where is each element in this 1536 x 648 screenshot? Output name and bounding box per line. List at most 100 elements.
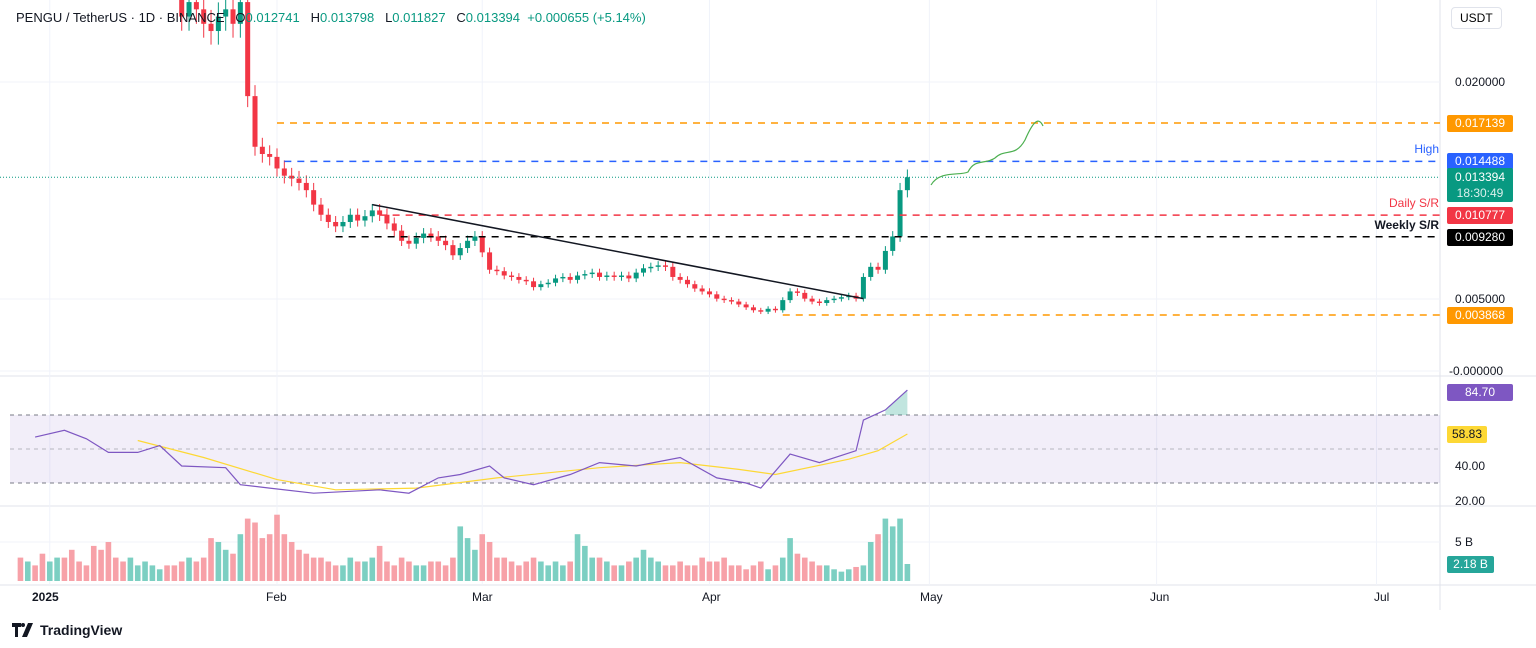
candle-body xyxy=(545,282,551,285)
volume-bar xyxy=(303,553,310,581)
candle xyxy=(699,285,705,295)
volume-bar xyxy=(222,549,229,581)
level-label-daily-sr: Daily S/R xyxy=(1388,196,1439,211)
volume-bar xyxy=(670,565,676,581)
price-tick: 0.020000 xyxy=(1455,75,1506,89)
candle-body xyxy=(597,272,603,277)
candle-body xyxy=(303,182,309,191)
candle xyxy=(281,160,287,184)
candle xyxy=(633,268,639,283)
candle xyxy=(575,271,581,284)
volume-bar xyxy=(347,557,354,581)
volume-bar xyxy=(340,565,346,581)
volume-bar xyxy=(618,565,625,581)
candle-body xyxy=(758,310,764,312)
candle xyxy=(560,273,566,283)
volume-bar xyxy=(706,561,713,581)
tradingview-logo-icon xyxy=(12,623,33,637)
volume-bar xyxy=(362,561,368,581)
volume-bar xyxy=(530,557,537,581)
candle-body xyxy=(824,300,830,304)
candle xyxy=(794,288,800,297)
candle xyxy=(868,262,874,281)
level-badge-daily-sr: 0.010777 xyxy=(1447,207,1513,225)
candle xyxy=(487,247,493,274)
candle xyxy=(626,271,632,283)
projection-path xyxy=(930,120,1044,186)
volume-bar xyxy=(252,522,258,581)
volume-bar xyxy=(640,549,647,581)
candle-body xyxy=(802,292,808,299)
candle-body xyxy=(413,237,419,244)
candle xyxy=(347,208,353,228)
volume-badge: 2.18 B xyxy=(1447,556,1494,573)
date-tick: 2025 xyxy=(32,590,59,604)
candle xyxy=(875,262,881,274)
tradingview-logo[interactable]: TradingView xyxy=(12,622,122,638)
candle-body xyxy=(538,284,544,288)
candle xyxy=(597,268,603,281)
candle-body xyxy=(457,248,463,256)
volume-bar xyxy=(875,534,881,581)
bar-countdown: 18:30:49 xyxy=(1456,186,1504,200)
volume-bar xyxy=(24,561,31,581)
volume-bar xyxy=(831,569,837,581)
volume-bar xyxy=(420,565,427,581)
volume-bar xyxy=(501,557,508,581)
volume-bar xyxy=(435,561,442,581)
volume-bar xyxy=(200,557,207,581)
volume-bar xyxy=(61,557,68,581)
candle-body xyxy=(838,297,844,299)
candle xyxy=(641,264,646,277)
volume-bar xyxy=(845,569,852,581)
candle xyxy=(780,297,786,313)
rsi-line xyxy=(34,389,908,494)
volume-bar xyxy=(611,565,617,581)
volume-bar xyxy=(450,557,456,581)
trendline xyxy=(372,203,864,300)
volume-bar xyxy=(735,565,742,581)
candle xyxy=(531,277,537,291)
candle xyxy=(479,231,485,258)
last-price-badge: 0.013394 18:30:49 xyxy=(1447,168,1513,202)
date-tick: May xyxy=(920,590,943,604)
volume-bar xyxy=(655,561,661,581)
volume-bar xyxy=(552,561,559,581)
volume-bar xyxy=(567,561,573,581)
candle-body xyxy=(787,291,793,301)
candle-body xyxy=(311,190,317,205)
price-tick: 0.005000 xyxy=(1455,292,1506,306)
rsi-overbought-fill xyxy=(885,390,908,415)
candle-body xyxy=(428,233,434,237)
candle xyxy=(662,261,668,272)
volume-bar xyxy=(332,565,339,581)
candle-body xyxy=(868,266,874,277)
currency-button[interactable]: USDT xyxy=(1451,7,1502,29)
volume-bar xyxy=(882,518,889,581)
candle-body xyxy=(560,276,566,279)
volume-bar xyxy=(794,553,801,581)
candle-body xyxy=(567,276,573,280)
candle-body xyxy=(743,304,749,308)
volume-bar xyxy=(801,557,808,581)
candle-body xyxy=(772,308,778,311)
rsi-ma-badge: 58.83 xyxy=(1447,426,1487,443)
candle-body xyxy=(479,236,485,253)
candle-body xyxy=(670,266,676,277)
volume-bar xyxy=(904,563,911,581)
volume-bar xyxy=(398,557,405,581)
volume-bar xyxy=(772,565,779,581)
volume-tick: 5 B xyxy=(1455,535,1474,549)
candle-body xyxy=(553,278,559,283)
candle-body xyxy=(267,153,273,157)
volume-bar xyxy=(574,534,581,581)
volume-bar xyxy=(648,557,654,581)
candle xyxy=(897,182,903,242)
candle xyxy=(230,0,236,38)
volume-bar xyxy=(98,549,104,581)
candle-body xyxy=(421,233,427,238)
volume-bar xyxy=(545,565,552,581)
candle xyxy=(215,2,221,45)
symbol-title[interactable]: PENGU / TetherUS · 1D · BINANCE xyxy=(16,10,225,25)
